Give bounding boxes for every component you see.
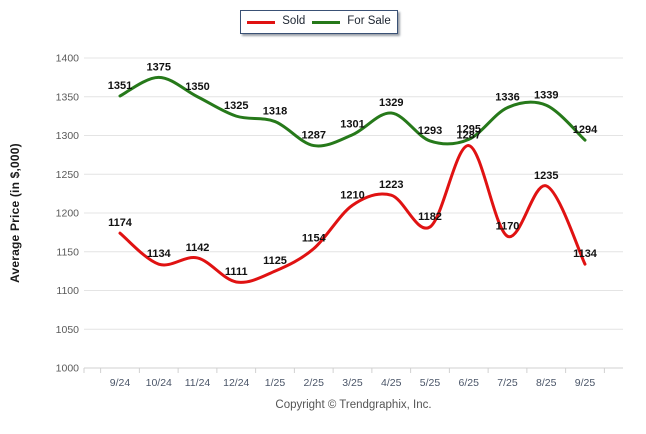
- svg-text:1182: 1182: [418, 211, 442, 223]
- legend-label-for-sale: For Sale: [347, 15, 391, 28]
- svg-text:6/25: 6/25: [459, 377, 480, 389]
- svg-text:1375: 1375: [147, 61, 171, 73]
- svg-text:10/24: 10/24: [146, 377, 172, 389]
- legend-label-sold: Sold: [282, 15, 306, 28]
- svg-text:1170: 1170: [496, 220, 520, 232]
- svg-text:1351: 1351: [108, 80, 132, 92]
- svg-text:1294: 1294: [573, 124, 598, 136]
- svg-text:1223: 1223: [379, 179, 403, 191]
- svg-text:1200: 1200: [56, 208, 80, 220]
- svg-text:1350: 1350: [185, 81, 209, 93]
- legend-swatch-sold: [247, 20, 276, 24]
- svg-text:12/24: 12/24: [223, 377, 249, 389]
- svg-text:1235: 1235: [534, 170, 558, 182]
- svg-text:5/25: 5/25: [420, 377, 441, 389]
- svg-text:1318: 1318: [263, 106, 287, 118]
- legend-swatch-for-sale: [312, 20, 341, 24]
- svg-text:1250: 1250: [56, 169, 80, 181]
- svg-text:1287: 1287: [302, 130, 326, 142]
- svg-text:9/25: 9/25: [575, 377, 596, 389]
- svg-text:1134: 1134: [147, 248, 172, 260]
- svg-text:9/24: 9/24: [110, 377, 131, 389]
- svg-text:1336: 1336: [495, 92, 519, 104]
- svg-text:1325: 1325: [224, 100, 248, 112]
- svg-text:8/25: 8/25: [536, 377, 557, 389]
- svg-text:11/24: 11/24: [185, 377, 211, 389]
- svg-text:1150: 1150: [56, 246, 79, 258]
- svg-text:1400: 1400: [56, 53, 80, 65]
- svg-text:1293: 1293: [418, 125, 442, 137]
- svg-text:4/25: 4/25: [381, 377, 402, 389]
- svg-text:1287: 1287: [457, 130, 481, 142]
- svg-text:1174: 1174: [108, 217, 133, 229]
- svg-text:1154: 1154: [302, 233, 327, 245]
- legend: Sold For Sale: [240, 10, 398, 34]
- svg-text:1142: 1142: [186, 242, 210, 254]
- svg-text:1301: 1301: [340, 119, 364, 131]
- svg-text:1295: 1295: [457, 123, 481, 135]
- svg-text:1100: 1100: [56, 285, 79, 297]
- svg-text:3/25: 3/25: [342, 377, 363, 389]
- svg-text:7/25: 7/25: [497, 377, 518, 389]
- svg-text:2/25: 2/25: [304, 377, 325, 389]
- svg-text:1/25: 1/25: [265, 377, 286, 389]
- svg-text:1339: 1339: [534, 89, 558, 101]
- svg-text:1050: 1050: [56, 324, 80, 336]
- svg-text:1111: 1111: [225, 266, 248, 278]
- copyright-text: Copyright © Trendgraphix, Inc.: [275, 399, 432, 411]
- svg-text:1210: 1210: [340, 189, 364, 201]
- svg-text:1125: 1125: [263, 255, 287, 267]
- svg-text:1350: 1350: [56, 91, 80, 103]
- svg-text:1134: 1134: [573, 248, 598, 260]
- y-axis-title: Average Price (in $,000): [8, 143, 22, 283]
- svg-text:1000: 1000: [56, 363, 80, 375]
- svg-text:1300: 1300: [56, 130, 80, 142]
- svg-text:1329: 1329: [379, 97, 403, 109]
